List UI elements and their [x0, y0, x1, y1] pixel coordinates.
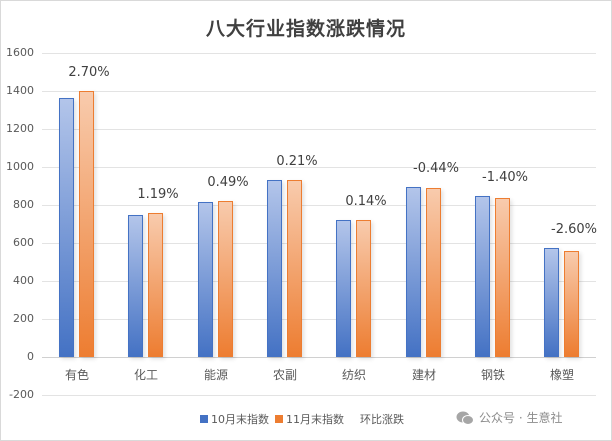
bar-nov[interactable]: [148, 213, 163, 357]
gridline: [42, 357, 596, 358]
legend-item-oct[interactable]: 10月末指数: [200, 411, 269, 427]
legend-label-nov: 11月末指数: [286, 413, 344, 426]
bar-oct[interactable]: [475, 196, 490, 357]
bar-nov[interactable]: [287, 180, 302, 357]
x-category-label: 有色: [64, 368, 89, 382]
y-tick-label: 1600: [6, 46, 34, 59]
data-label-mom: -1.40%: [482, 170, 528, 185]
bar-nov[interactable]: [356, 220, 371, 357]
y-tick-label: 600: [13, 236, 34, 249]
x-category-label: 橡塑: [549, 368, 574, 382]
data-label-mom: 2.70%: [68, 65, 110, 80]
bar-oct[interactable]: [267, 180, 282, 357]
legend-label-mom: 环比涨跌: [360, 413, 404, 426]
legend: 10月末指数 11月末指数 环比涨跌: [200, 411, 410, 427]
bar-oct[interactable]: [336, 220, 351, 357]
bar-nov[interactable]: [218, 201, 233, 357]
y-tick-label: 0: [27, 350, 34, 363]
bar-oct[interactable]: [128, 215, 143, 357]
bar-oct[interactable]: [198, 202, 213, 357]
x-category-label: 纺织: [341, 368, 366, 382]
bar-nov[interactable]: [564, 251, 579, 357]
x-category-label: 农副: [272, 368, 297, 382]
data-label-mom: -0.44%: [413, 161, 459, 176]
x-category-label: 能源: [203, 368, 228, 382]
gridline: [42, 243, 596, 244]
data-label-mom: 0.14%: [345, 194, 387, 209]
y-tick-label: -200: [9, 388, 34, 401]
y-tick-label: 1200: [6, 122, 34, 135]
x-category-label: 钢铁: [480, 368, 505, 382]
legend-item-nov[interactable]: 11月末指数: [275, 411, 344, 427]
y-tick-label: 400: [13, 274, 34, 287]
data-label-mom: 1.19%: [137, 187, 179, 202]
gridline: [42, 281, 596, 282]
y-tick-label: 1400: [6, 84, 34, 97]
gridline: [42, 129, 596, 130]
y-tick-label: 1000: [6, 160, 34, 173]
watermark: 公众号 · 生意社: [456, 409, 562, 426]
gridline: [42, 53, 596, 54]
gridline: [42, 395, 596, 396]
wechat-icon: [456, 411, 474, 425]
bar-oct[interactable]: [59, 98, 74, 357]
x-category-label: 建材: [411, 368, 436, 382]
legend-swatch-oct: [200, 415, 208, 423]
legend-label-oct: 10月末指数: [211, 413, 269, 426]
data-label-mom: -2.60%: [551, 222, 597, 237]
bar-oct[interactable]: [406, 187, 421, 357]
bar-oct[interactable]: [544, 248, 559, 357]
data-label-mom: 0.49%: [207, 175, 249, 190]
gridline: [42, 91, 596, 92]
x-category-label: 化工: [133, 368, 158, 382]
bar-nov[interactable]: [79, 91, 94, 357]
bar-nov[interactable]: [426, 188, 441, 357]
legend-swatch-nov: [275, 415, 283, 423]
gridline: [42, 205, 596, 206]
legend-item-mom[interactable]: 环比涨跌: [360, 411, 404, 427]
chart-title: 八大行业指数涨跌情况: [205, 18, 406, 40]
data-label-mom: 0.21%: [276, 154, 318, 169]
watermark-text: 公众号 · 生意社: [479, 411, 563, 425]
y-tick-label: 800: [13, 198, 34, 211]
gridline: [42, 319, 596, 320]
bar-nov[interactable]: [495, 198, 510, 357]
y-tick-label: 200: [13, 312, 34, 325]
gridline: [42, 167, 596, 168]
